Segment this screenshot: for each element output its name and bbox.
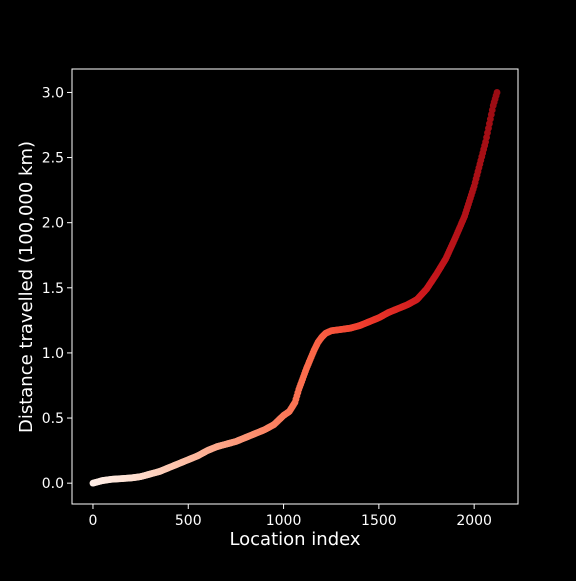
- y-axis-ticks: 0.0 0.5 1.0 1.5 2.0 2.5 3.0: [42, 85, 72, 492]
- y-tick-label: 1.0: [42, 346, 64, 362]
- x-tick-label: 0: [89, 513, 98, 529]
- x-axis-label: Location index: [229, 529, 360, 550]
- data-points: [89, 89, 501, 487]
- y-tick-label: 1.5: [42, 281, 64, 297]
- plot-frame: [71, 68, 519, 505]
- x-axis-ticks: 0 500 1000 1500 2000: [89, 504, 492, 529]
- y-tick-label: 0.0: [42, 476, 64, 492]
- y-tick-label: 2.5: [42, 151, 64, 167]
- x-tick-label: 2000: [456, 513, 492, 529]
- y-axis-label: Distance travelled (100,000 km): [16, 141, 37, 433]
- scatter-point: [493, 89, 501, 96]
- x-tick-label: 1500: [361, 513, 397, 529]
- y-tick-label: 2.0: [42, 216, 64, 232]
- x-tick-label: 500: [175, 513, 202, 529]
- y-tick-label: 0.5: [42, 411, 64, 427]
- y-tick-label: 3.0: [42, 85, 64, 101]
- x-tick-label: 1000: [266, 513, 302, 529]
